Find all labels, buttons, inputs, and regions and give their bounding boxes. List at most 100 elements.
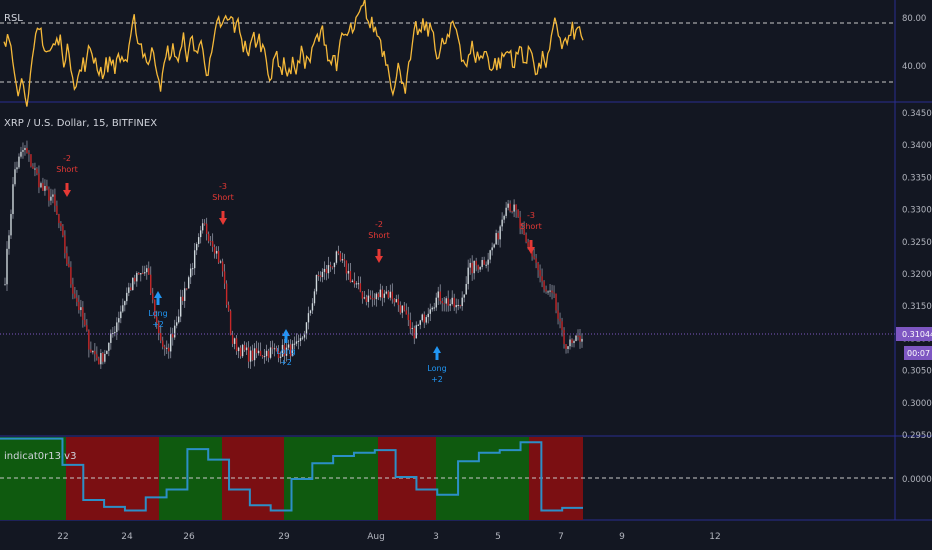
candle — [373, 298, 376, 300]
candle — [189, 268, 192, 278]
candle — [445, 298, 447, 304]
candle — [487, 259, 489, 265]
candle — [313, 291, 316, 304]
candle — [92, 350, 94, 353]
candle — [130, 287, 132, 291]
candle — [144, 272, 146, 274]
candle — [170, 334, 172, 352]
candle — [447, 298, 449, 306]
candle — [231, 334, 234, 344]
indicator-axis-label: 0.00000 — [902, 475, 932, 485]
short-arrow-shaft — [65, 183, 69, 190]
candle — [96, 354, 98, 359]
candle — [541, 276, 543, 282]
current-price-label: 0.31044 — [902, 330, 932, 339]
candle — [193, 250, 196, 269]
candle — [407, 314, 410, 321]
trade-signals: -2 Short -3 Short -2 Short -3 Short Long +2 Long +2… — [56, 154, 541, 384]
short-signal-label: Short — [520, 222, 541, 231]
candle — [229, 310, 232, 335]
candle — [70, 267, 72, 285]
candle — [517, 210, 519, 217]
candle — [343, 259, 346, 261]
candle — [509, 203, 511, 211]
time-axis-label: 26 — [183, 532, 195, 542]
candle — [207, 234, 210, 242]
candle — [100, 353, 102, 365]
candle — [425, 317, 427, 323]
candle — [371, 298, 374, 300]
indicator-line — [0, 437, 583, 512]
candle — [24, 147, 26, 151]
candle — [471, 262, 473, 274]
candle — [515, 204, 517, 211]
candle — [38, 173, 40, 188]
candle — [437, 291, 439, 298]
candle — [557, 310, 559, 319]
candle — [84, 320, 86, 326]
candle — [317, 275, 320, 277]
candle — [62, 226, 64, 236]
candle — [427, 313, 429, 318]
short-arrow-icon — [219, 218, 227, 225]
candle — [281, 344, 284, 357]
candle — [485, 264, 487, 266]
time-axis-label: 5 — [495, 532, 501, 542]
short-signal-count: -3 — [527, 211, 535, 220]
candle — [205, 223, 208, 235]
candle — [86, 325, 88, 331]
short-signal-label: Short — [56, 165, 77, 174]
candle — [28, 152, 30, 155]
candle — [126, 292, 128, 302]
long-signal-label: Long — [148, 309, 167, 318]
candle — [501, 219, 503, 227]
short-signal-count: -2 — [63, 154, 71, 163]
candle — [166, 347, 168, 349]
candle — [132, 277, 134, 291]
candle — [463, 294, 465, 298]
candle — [54, 194, 56, 206]
candle — [285, 347, 288, 356]
candle — [269, 347, 272, 358]
candle — [293, 343, 296, 345]
candle — [174, 325, 176, 338]
candle — [142, 273, 144, 275]
candle — [74, 293, 76, 298]
candle — [134, 277, 136, 282]
time-axis-label: 22 — [57, 532, 68, 542]
candle — [479, 266, 481, 270]
candle — [451, 297, 453, 305]
candle — [359, 283, 362, 293]
candle — [72, 284, 74, 294]
candle — [565, 344, 567, 349]
candle — [385, 291, 388, 294]
candle — [187, 277, 190, 289]
candle — [34, 168, 36, 170]
candle — [323, 268, 326, 272]
rsi-line — [3, 0, 584, 107]
candle — [339, 253, 342, 261]
candle — [337, 251, 340, 254]
candle — [299, 338, 302, 341]
candle — [128, 287, 130, 293]
candle — [441, 300, 443, 304]
candle — [251, 350, 254, 361]
candle — [40, 183, 42, 188]
candle — [48, 189, 50, 201]
candle — [383, 293, 386, 298]
candle — [249, 350, 252, 362]
time-axis-label: Aug — [367, 532, 385, 542]
candle — [120, 311, 122, 319]
candle — [365, 297, 368, 302]
candle — [124, 301, 126, 306]
short-signal-count: -3 — [219, 182, 227, 191]
candle — [417, 324, 419, 326]
candle — [347, 270, 350, 274]
candle — [443, 303, 445, 305]
candle — [537, 262, 539, 271]
time-axis-label: 7 — [558, 532, 564, 542]
candle — [273, 348, 276, 350]
